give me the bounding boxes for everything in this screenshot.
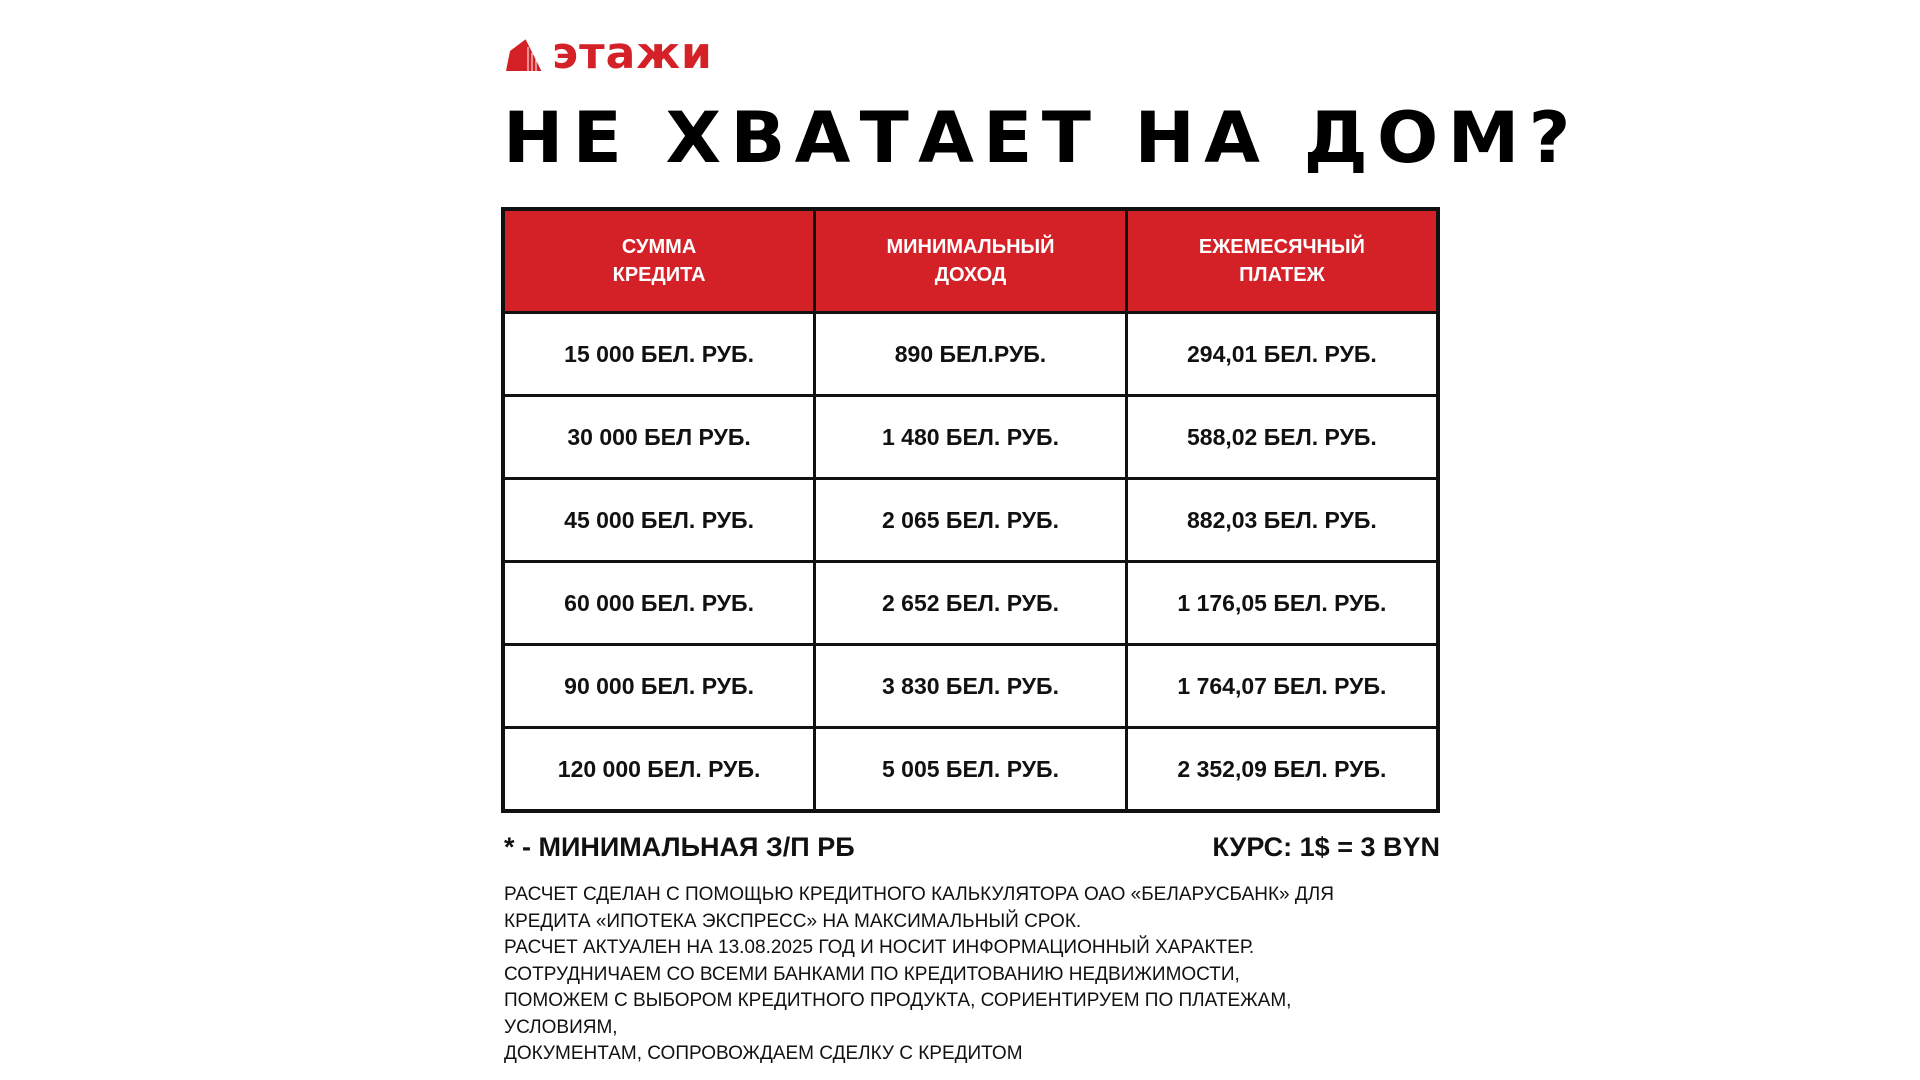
table-row: 60 000 БЕЛ. РУБ. 2 652 БЕЛ. РУБ. 1 176,05 …: [501, 560, 1440, 646]
table-cell: 1 480 БЕЛ. РУБ.: [813, 394, 1128, 480]
table-row: 45 000 БЕЛ. РУБ. 2 065 БЕЛ. РУБ. 882,03 БЕ…: [501, 477, 1440, 563]
disclaimer-line: СОТРУДНИЧАЕМ СО ВСЕМИ БАНКАМИ ПО КРЕДИТО…: [504, 963, 1240, 985]
table-cell: 90 000 БЕЛ. РУБ.: [501, 643, 817, 729]
table-cell: 294,01 БЕЛ. РУБ.: [1124, 311, 1440, 397]
exchange-rate: КУРС: 1$ = 3 BYN: [1212, 832, 1440, 862]
table-row: 120 000 БЕЛ. РУБ. 5 005 БЕЛ. РУБ. 2 352,09…: [501, 726, 1440, 813]
header-loan-amount: СУММА КРЕДИТА: [501, 207, 817, 314]
brand-name: этажи: [552, 28, 713, 79]
table-cell: 1 176,05 БЕЛ. РУБ.: [1124, 560, 1440, 646]
table-cell: 2 352,09 БЕЛ. РУБ.: [1124, 726, 1440, 813]
table-cell: 60 000 БЕЛ. РУБ.: [501, 560, 817, 646]
table-header-row: СУММА КРЕДИТА МИНИМАЛЬНЫЙ ДОХОД ЕЖЕМЕСЯЧНЫ…: [501, 207, 1440, 314]
table-cell: 30 000 БЕЛ РУБ.: [501, 394, 817, 480]
disclaimer-line: ДОКУМЕНТАМ, СОПРОВОЖДАЕМ СДЕЛКУ С КРЕДИТ…: [504, 1043, 1023, 1064]
table-row: 30 000 БЕЛ РУБ. 1 480 БЕЛ. РУБ. 588,02 БЕЛ…: [501, 394, 1440, 480]
table-cell: 2 652 БЕЛ. РУБ.: [813, 560, 1128, 646]
table-cell: 15 000 БЕЛ. РУБ.: [501, 311, 817, 397]
page-title: НЕ ХВАТАЕТ НА ДОМ?: [503, 97, 1580, 179]
brand-logo: этажи: [506, 32, 713, 76]
footnote: * - МИНИМАЛЬНАЯ З/П РБ: [504, 832, 855, 862]
disclaimer-line: КРЕДИТА «ИПОТЕКА ЭКСПРЕСС» НА МАКСИМАЛЬН…: [504, 910, 1082, 932]
table-cell: 588,02 БЕЛ. РУБ.: [1124, 394, 1440, 480]
credit-table: СУММА КРЕДИТА МИНИМАЛЬНЫЙ ДОХОД ЕЖЕМЕСЯЧНЫ…: [501, 207, 1440, 813]
table-cell: 120 000 БЕЛ. РУБ.: [501, 726, 817, 813]
disclaimer-line: РАСЧЕТ СДЕЛАН С ПОМОЩЬЮ КРЕДИТНОГО КАЛЬК…: [504, 884, 1334, 905]
disclaimer-line: ПОМОЖЕМ С ВЫБОРОМ КРЕДИТНОГО ПРОДУКТА, С…: [504, 990, 1292, 1011]
disclaimer-line: РАСЧЕТ АКТУАЛЕН НА 13.08.2025 ГОД И НОСИ…: [504, 937, 1255, 958]
table-cell: 2 065 БЕЛ. РУБ.: [813, 477, 1128, 563]
table-cell: 882,03 БЕЛ. РУБ.: [1124, 477, 1440, 563]
table-cell: 45 000 БЕЛ. РУБ.: [501, 477, 817, 563]
building-icon: [506, 38, 542, 71]
table-row: 90 000 БЕЛ. РУБ. 3 830 БЕЛ. РУБ. 1 764,07 …: [501, 643, 1440, 729]
table-cell: 1 764,07 БЕЛ. РУБ.: [1124, 643, 1440, 729]
table-cell: 5 005 БЕЛ. РУБ.: [813, 726, 1128, 813]
disclaimer: РАСЧЕТ СДЕЛАН С ПОМОЩЬЮ КРЕДИТНОГО КАЛЬК…: [504, 882, 1444, 1068]
table-cell: 3 830 БЕЛ. РУБ.: [813, 643, 1128, 729]
header-min-income: МИНИМАЛЬНЫЙ ДОХОД: [813, 207, 1128, 314]
table-row: 15 000 БЕЛ. РУБ. 890 БЕЛ.РУБ. 294,01 БЕЛ. …: [501, 311, 1440, 397]
table-cell: 890 БЕЛ.РУБ.: [813, 311, 1128, 397]
header-monthly-payment: ЕЖЕМЕСЯЧНЫЙ ПЛАТЕЖ: [1124, 207, 1440, 314]
disclaimer-line: УСЛОВИЯМ,: [504, 1016, 618, 1038]
